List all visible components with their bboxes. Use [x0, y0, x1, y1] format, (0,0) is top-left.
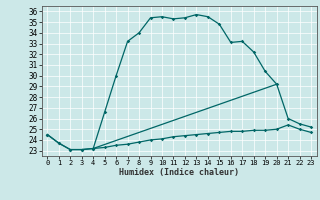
X-axis label: Humidex (Indice chaleur): Humidex (Indice chaleur) [119, 168, 239, 177]
